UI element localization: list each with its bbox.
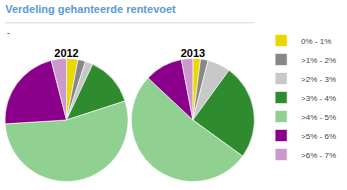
svg-text:>2% - 3%: >2% - 3%	[301, 75, 336, 84]
svg-text:>6% - 7%: >6% - 7%	[301, 151, 336, 160]
svg-text:0% - 1%: 0% - 1%	[301, 37, 331, 46]
svg-text:Verdeling gehanteerde rentevoe: Verdeling gehanteerde rentevoet	[5, 3, 176, 15]
svg-text:>4% - 5%: >4% - 5%	[301, 113, 336, 122]
svg-text:>3% - 4%: >3% - 4%	[301, 94, 336, 103]
svg-text:>1% - 2%: >1% - 2%	[301, 56, 336, 65]
svg-text:>5% - 6%: >5% - 6%	[301, 132, 336, 141]
svg-text:-: -	[7, 28, 10, 38]
svg-text:2013: 2013	[181, 47, 205, 59]
svg-text:2012: 2012	[54, 47, 78, 59]
